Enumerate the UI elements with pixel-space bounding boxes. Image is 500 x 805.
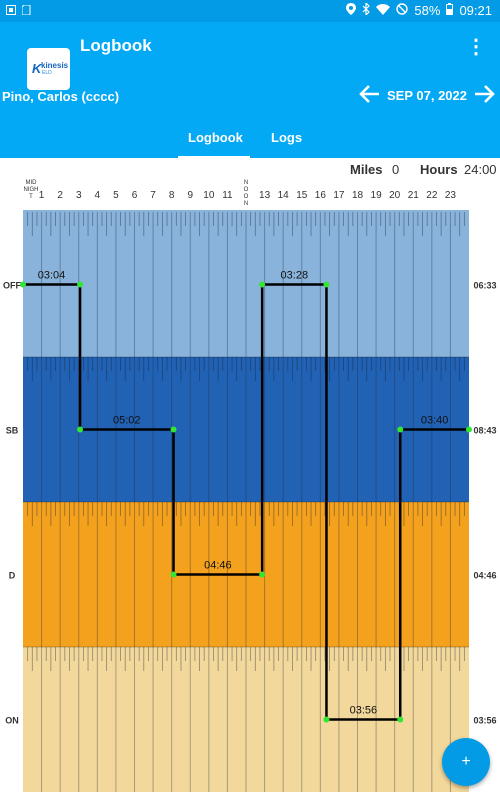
segment-start-dot xyxy=(77,426,84,433)
segment-duration-label: 05:02 xyxy=(113,415,141,427)
logo-mark-icon: K xyxy=(32,61,42,76)
segment-start-dot xyxy=(323,716,330,723)
row-label: SB xyxy=(6,426,19,436)
clock: 09:21 xyxy=(459,3,492,18)
duty-row-off xyxy=(23,212,469,357)
hour-label: 4 xyxy=(95,190,101,201)
hour-label: 5 xyxy=(113,190,119,201)
hour-label: 6 xyxy=(132,190,138,201)
segment-duration-label: 04:46 xyxy=(204,560,232,572)
sd-card-icon xyxy=(21,4,32,16)
segment-duration-label: 03:40 xyxy=(421,415,449,427)
row-label: ON xyxy=(5,716,19,726)
logo-text: kinesis xyxy=(41,61,69,70)
segment-end-dot xyxy=(323,281,330,288)
row-total: 03:56 xyxy=(473,716,496,726)
segment-start-dot xyxy=(397,426,404,433)
hour-label: 7 xyxy=(150,190,156,201)
active-tab-indicator xyxy=(178,156,250,159)
hour-label: 11 xyxy=(222,190,233,201)
segment-end-dot xyxy=(77,281,84,288)
battery-icon xyxy=(446,3,454,18)
screenshot-icon xyxy=(6,4,16,15)
overflow-menu-icon[interactable]: ⋮ xyxy=(466,36,486,58)
grid-top-border xyxy=(23,210,469,212)
hours-label: Hours xyxy=(420,162,458,177)
segment-duration-label: 03:56 xyxy=(350,705,378,717)
hour-label: O xyxy=(244,194,249,200)
segment-end-dot xyxy=(259,571,266,578)
hour-label: O xyxy=(244,187,249,193)
hour-label: 16 xyxy=(315,190,327,201)
app-bar: K kinesis ELD Logbook ⋮ Pino, Carlos (cc… xyxy=(0,22,500,159)
add-entry-button[interactable]: + xyxy=(442,738,490,786)
wifi-icon xyxy=(376,3,391,18)
tab-logs[interactable]: Logs xyxy=(271,130,303,145)
hour-label: 1 xyxy=(39,190,45,201)
hour-label: N xyxy=(244,180,248,186)
hour-label: 17 xyxy=(333,190,345,201)
page-title: Logbook xyxy=(80,36,152,55)
miles-value: 0 xyxy=(392,162,400,177)
previous-day-arrow-icon[interactable] xyxy=(358,82,382,108)
hour-label: 20 xyxy=(389,190,401,201)
hour-label: 9 xyxy=(187,190,193,201)
bluetooth-icon xyxy=(362,1,371,18)
hour-label: 22 xyxy=(426,190,438,201)
logo-subtext: ELD xyxy=(42,70,52,76)
battery-percent: 58% xyxy=(414,3,441,18)
miles-label: Miles xyxy=(350,162,383,177)
tab-logbook[interactable]: Logbook xyxy=(188,130,243,145)
hour-label: 2 xyxy=(57,190,63,201)
hour-label: NIGH xyxy=(24,187,39,193)
segment-end-dot xyxy=(397,716,404,723)
hour-label: 15 xyxy=(296,190,308,201)
hour-label: 3 xyxy=(76,190,82,201)
segment-end-dot xyxy=(466,426,472,433)
driver-name: Pino, Carlos (cccc) xyxy=(2,89,120,104)
segment-end-dot xyxy=(170,426,177,433)
segment-start-dot xyxy=(259,281,266,288)
hour-label: 23 xyxy=(445,190,457,201)
logbook-grid: MID NIGH T 1 2 3 4 5 6 7 8 9 10 11 N O O N 13 14 15 16 17 18 19 2… xyxy=(0,176,500,800)
row-total: 06:33 xyxy=(473,281,496,291)
hour-label: T xyxy=(29,194,33,200)
segment-duration-label: 03:04 xyxy=(38,270,66,282)
segment-duration-label: 03:28 xyxy=(281,270,309,282)
row-total: 08:43 xyxy=(473,426,496,436)
hour-label: 19 xyxy=(371,190,383,201)
hour-label: 14 xyxy=(278,190,290,201)
hour-label: N xyxy=(244,201,248,207)
row-label: OFF xyxy=(3,281,21,291)
hour-label: 21 xyxy=(408,190,420,201)
segment-start-dot xyxy=(20,281,26,288)
hour-label: 8 xyxy=(169,190,175,201)
do-not-disturb-icon xyxy=(396,3,409,18)
log-date: SEP 07, 2022 xyxy=(387,88,467,103)
add-icon: + xyxy=(461,753,471,770)
segment-start-dot xyxy=(170,571,177,578)
status-bar: 58% 09:21 xyxy=(0,0,500,22)
app-logo: K kinesis ELD xyxy=(27,48,70,90)
hour-label: 10 xyxy=(203,190,215,201)
hour-label: MID xyxy=(26,180,38,186)
location-icon xyxy=(346,3,357,18)
hour-label: 13 xyxy=(259,190,271,201)
row-label: D xyxy=(9,571,16,581)
next-day-arrow-icon[interactable] xyxy=(472,82,496,108)
hours-value: 24:00 xyxy=(464,162,497,177)
row-total: 04:46 xyxy=(473,571,496,581)
hour-label: 18 xyxy=(352,190,364,201)
duty-status-line xyxy=(23,283,469,721)
